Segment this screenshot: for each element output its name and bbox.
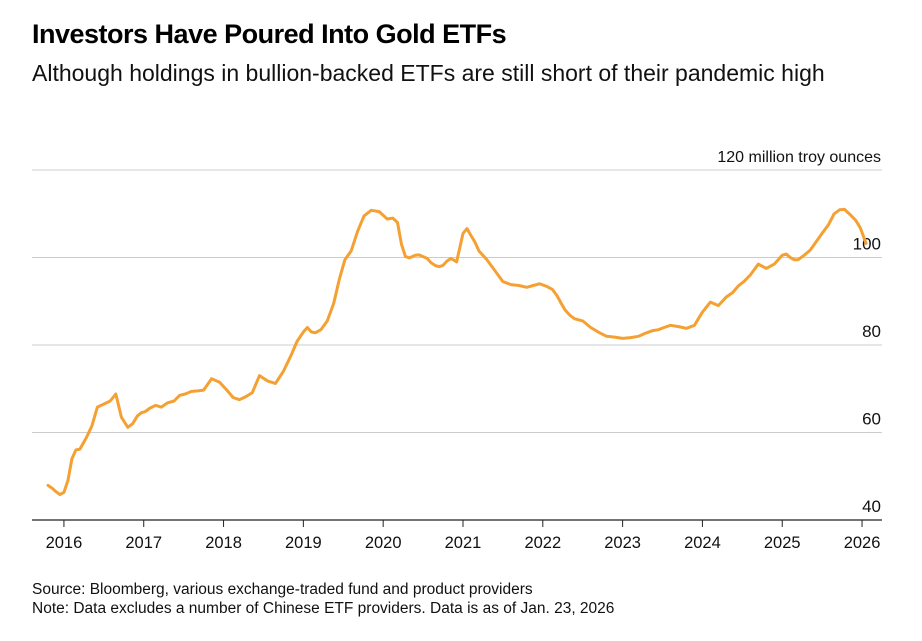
- x-tick-label: 2020: [365, 534, 402, 552]
- data-note: Note: Data excludes a number of Chinese …: [32, 600, 615, 617]
- y-tick-label: 80: [862, 322, 881, 341]
- x-tick-label: 2022: [524, 534, 561, 552]
- chart-title: Investors Have Poured Into Gold ETFs: [32, 19, 507, 49]
- x-tick-label: 2026: [844, 534, 881, 552]
- x-tick-label: 2018: [205, 534, 242, 552]
- x-tick-label: 2023: [604, 534, 641, 552]
- x-tick-label: 2016: [46, 534, 83, 552]
- y-tick-label: 40: [862, 497, 881, 516]
- etf-holdings-line: [46, 207, 868, 497]
- chart-subtitle: Although holdings in bullion-backed ETFs…: [32, 60, 825, 86]
- x-tick-label: 2024: [684, 534, 721, 552]
- x-tick-label: 2021: [445, 534, 482, 552]
- x-tick-label: 2025: [764, 534, 801, 552]
- y-tick-label: 120 million troy ounces: [717, 149, 881, 166]
- x-tick-label: 2017: [125, 534, 162, 552]
- x-tick-label: 2019: [285, 534, 322, 552]
- source-note: Source: Bloomberg, various exchange-trad…: [32, 581, 533, 598]
- y-tick-label: 60: [862, 410, 881, 429]
